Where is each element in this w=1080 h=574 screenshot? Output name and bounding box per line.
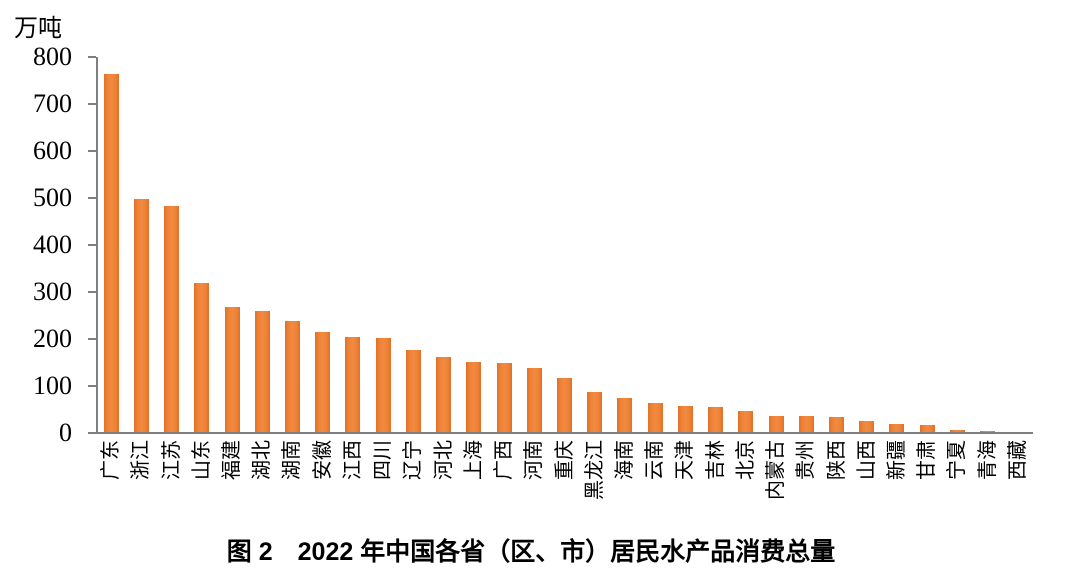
x-tick-label: 广西 [493,440,516,480]
x-tick-label: 宁夏 [946,440,969,480]
bar [224,306,240,432]
y-tick-mark [88,150,96,152]
y-tick-mark [88,56,96,58]
bar [557,377,572,432]
x-tick-label: 云南 [644,440,667,480]
x-tick-label: 湖南 [281,440,304,480]
x-tick-label: 内蒙古 [765,440,788,500]
x-tick-label: 甘肃 [916,440,939,480]
bar [919,425,935,432]
bar [617,397,633,432]
x-tick-label: 新疆 [885,440,908,480]
bar [254,310,270,432]
x-tick-label: 山东 [190,440,213,480]
y-tick-mark [88,103,96,105]
bar [405,350,421,432]
y-tick-label: 200 [33,324,72,353]
y-tick-mark [88,432,96,434]
bar [738,410,754,432]
bar [375,338,391,432]
bar [466,361,482,432]
bar [496,362,512,432]
x-tick-label: 四川 [372,440,395,480]
bar [889,423,905,432]
bar [164,205,180,432]
x-tick-label: 江苏 [160,440,183,480]
y-tick-label: 400 [33,230,72,259]
x-tick-label: 重庆 [553,440,576,480]
x-tick-label: 天津 [674,440,697,480]
y-tick-mark [88,244,96,246]
y-axis-unit-label: 万吨 [14,16,62,42]
bar [194,283,210,432]
bar [677,406,693,432]
y-tick-mark [88,338,96,340]
x-tick-label: 贵州 [795,440,818,480]
x-tick-label: 青海 [976,440,999,480]
bar [436,356,452,432]
bar [980,431,996,432]
x-tick-label: 广东 [100,440,123,480]
x-tick-label: 安徽 [311,440,334,480]
x-tick-label: 北京 [734,440,757,480]
x-tick-label: 江西 [341,440,364,480]
bar [345,336,361,432]
x-tick-label: 河北 [432,440,455,480]
y-tick-label: 100 [33,371,72,400]
x-tick-label: 上海 [462,440,485,480]
bar [587,392,603,432]
x-tick-label: 辽宁 [402,440,425,480]
y-tick-label: 700 [33,89,72,118]
bar [949,430,965,432]
x-tick-label: 吉林 [704,440,727,480]
bar [829,417,845,432]
bar [284,320,300,432]
y-tick-label: 800 [33,42,72,71]
bar [768,416,784,432]
x-tick-label: 河南 [523,440,546,480]
bar [859,421,875,432]
bar [526,368,542,432]
x-tick-label: 山西 [855,440,878,480]
x-tick-label: 陕西 [825,440,848,480]
bar [798,416,814,432]
y-tick-mark [88,385,96,387]
x-tick-label: 福建 [221,440,244,480]
y-tick-mark [88,291,96,293]
bar [647,402,663,432]
y-tick-label: 500 [33,183,72,212]
x-tick-label: 西藏 [1006,440,1029,480]
bar [133,199,149,432]
x-tick-label: 黑龙江 [583,440,606,500]
y-tick-label: 600 [33,136,72,165]
y-tick-mark [88,197,96,199]
x-tick-label: 浙江 [130,440,153,480]
y-axis [96,57,98,433]
figure-caption: 图 2 2022 年中国各省（区、市）居民水产品消费总量 [226,538,836,566]
y-tick-label: 300 [33,277,72,306]
y-tick-label: 0 [59,418,72,447]
x-tick-label: 湖北 [251,440,274,480]
x-tick-label: 海南 [613,440,636,480]
x-axis [96,432,1033,434]
bar [103,73,119,432]
bar [315,331,331,432]
bar [708,407,724,432]
